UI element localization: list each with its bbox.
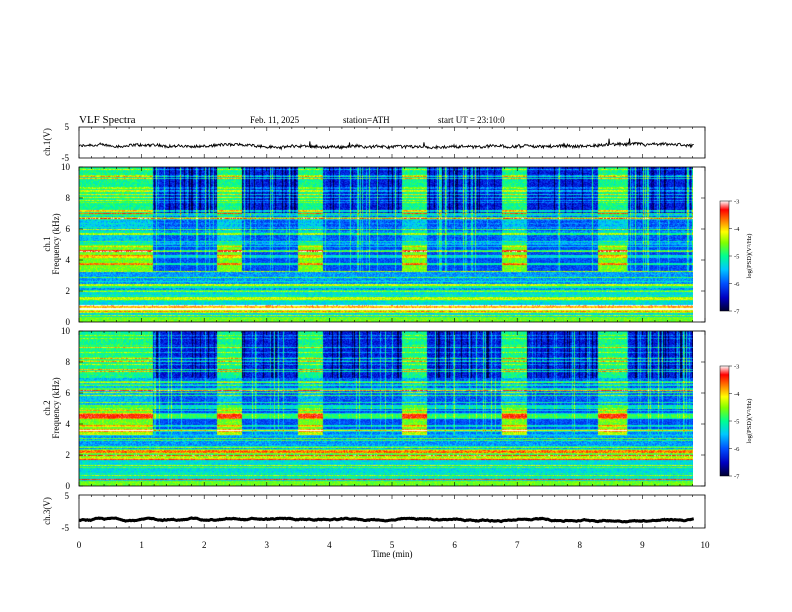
x-tick-label: 9 — [640, 540, 645, 550]
ch1-channel-label: ch.1 — [42, 236, 52, 251]
freq-tick-label: 6 — [66, 388, 71, 398]
ch2-colorbar — [720, 366, 729, 476]
ch1-voltage-trace — [78, 138, 694, 151]
ch1-spectrogram-yticks: 0 2 4 6 8 10 — [61, 162, 705, 327]
x-axis-tick-labels: 0 1 2 3 4 5 6 7 8 9 10 — [77, 540, 710, 550]
colorbar-tick-label: -4 — [734, 226, 740, 233]
freq-tick-label: 0 — [66, 317, 71, 327]
ch3-voltage-frame — [78, 494, 706, 529]
freq-tick-label: 4 — [66, 255, 71, 265]
ch3-ytick-top: 5 — [65, 491, 70, 501]
x-tick-label: 2 — [202, 540, 207, 550]
x-tick-label: 7 — [515, 540, 520, 550]
colorbar-tick-label: -7 — [734, 474, 740, 481]
ch3-ytick-bottom: -5 — [62, 523, 70, 533]
colorbar-tick-label: -6 — [734, 446, 740, 453]
ch1-voltage-panel: 5 -5 ch.1(V) — [42, 122, 706, 163]
freq-tick-label: 10 — [61, 162, 71, 172]
ch1-colorbar-label: log(PSD)(V²/Hz) — [746, 234, 753, 279]
freq-tick-label: 8 — [66, 357, 71, 367]
ch1-ytick-bottom: -5 — [62, 153, 70, 163]
x-axis-label: Time (min) — [372, 549, 413, 559]
freq-tick-label: 2 — [66, 450, 71, 460]
freq-tick-label: 8 — [66, 193, 71, 203]
ch3-voltage-panel: 5 -5 ch.3(V) 0 1 2 3 4 5 6 7 8 9 10 Time (min) — [42, 491, 710, 559]
colorbar-tick-label: -3 — [734, 199, 739, 206]
ch2-spectrogram-xticks — [78, 331, 706, 486]
ch1-voltage-ylabel: ch.1(V) — [42, 128, 52, 156]
freq-tick-label: 2 — [66, 286, 71, 296]
colorbar-tick-label: -7 — [734, 309, 740, 316]
freq-tick-label: 4 — [66, 419, 71, 429]
ch1-voltage-xticks — [78, 127, 706, 158]
figure-title: VLF Spectra — [79, 114, 136, 126]
x-tick-label: 0 — [77, 540, 82, 550]
ch2-channel-label: ch.2 — [42, 400, 52, 415]
figure-start-ut: start UT = 23:10:0 — [438, 115, 505, 125]
ch2-colorbar-label: log(PSD)(V²/Hz) — [746, 399, 753, 444]
colorbar-tick-label: -4 — [734, 391, 740, 398]
ch2-colorbar-ticks: -3 -4 -5 -6 -7 — [729, 364, 740, 481]
ch3-voltage-trace — [78, 516, 695, 524]
x-tick-label: 8 — [578, 540, 583, 550]
freq-tick-label: 6 — [66, 224, 71, 234]
figure-station: station=ATH — [343, 115, 390, 125]
x-tick-label: 6 — [452, 540, 457, 550]
colorbar-tick-label: -5 — [734, 419, 739, 426]
colorbar-tick-label: -6 — [734, 281, 740, 288]
ch2-spectrogram-image — [79, 331, 693, 486]
ch1-frequency-ylabel: Frequency (kHz) — [51, 213, 61, 274]
freq-tick-label: 0 — [66, 481, 71, 491]
freq-tick-label: 10 — [61, 326, 71, 336]
ch1-ytick-top: 5 — [65, 122, 70, 132]
x-tick-label: 4 — [327, 540, 332, 550]
ch3-voltage-xticks — [78, 495, 706, 528]
ch3-voltage-ylabel: ch.3(V) — [42, 497, 52, 525]
figure-date: Feb. 11, 2025 — [250, 115, 300, 125]
ch1-colorbar-ticks: -3 -4 -5 -6 -7 — [729, 199, 740, 316]
x-tick-label: 3 — [265, 540, 270, 550]
x-tick-label: 10 — [701, 540, 711, 550]
ch1-spectrogram-xticks — [78, 167, 706, 322]
ch1-colorbar — [720, 201, 729, 311]
ch2-spectrogram-yticks: 0 2 4 6 8 10 — [61, 326, 705, 491]
ch2-frequency-ylabel: Frequency (kHz) — [51, 377, 61, 438]
x-tick-label: 5 — [390, 540, 395, 550]
colorbar-tick-label: -3 — [734, 364, 739, 371]
ch1-voltage-frame — [78, 126, 706, 159]
x-tick-label: 1 — [139, 540, 144, 550]
colorbar-tick-label: -5 — [734, 254, 739, 261]
ch1-spectrogram-image — [79, 167, 693, 322]
